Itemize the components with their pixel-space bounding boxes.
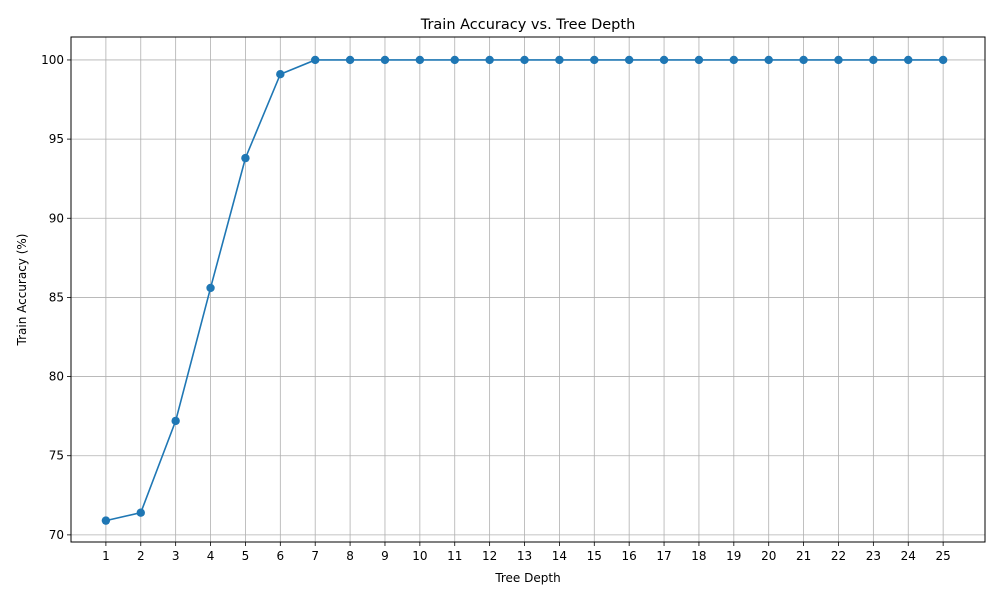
data-point	[520, 55, 529, 65]
data-point	[450, 55, 459, 65]
data-point	[834, 55, 843, 65]
x-tick-label: 2	[137, 549, 145, 563]
data-point	[415, 55, 425, 65]
data-point	[485, 55, 494, 65]
x-tick-label: 9	[381, 549, 389, 563]
data-point	[310, 55, 320, 65]
x-tick-label: 24	[901, 549, 916, 563]
y-axis-label: Train Accuracy (%)	[15, 234, 29, 347]
data-point	[380, 55, 390, 65]
y-tick-label: 85	[49, 290, 64, 304]
x-tick-label: 15	[587, 549, 602, 563]
x-tick-label: 20	[761, 549, 776, 563]
chart-title: Train Accuracy vs. Tree Depth	[420, 17, 636, 33]
data-point	[659, 55, 669, 65]
y-axis-ticks: 70 75 80 85 90 95 100	[41, 53, 71, 542]
data-point	[241, 153, 250, 163]
x-tick-label: 14	[552, 549, 567, 563]
data-point	[590, 55, 599, 65]
y-tick-label: 90	[49, 211, 64, 225]
y-tick-label: 95	[49, 132, 64, 146]
x-axis-label: Tree Depth	[494, 571, 560, 585]
x-tick-label: 11	[447, 549, 462, 563]
x-axis-ticks: 1 2 3 4 5 6 7 8 9 10 11 12 13 14 15 16 17 18 19 20 21 22 23 24 2…	[102, 542, 951, 563]
x-tick-label: 7	[311, 549, 319, 563]
data-point	[764, 55, 773, 65]
data-point	[171, 416, 180, 426]
data-point	[555, 55, 564, 65]
y-tick-label: 100	[41, 53, 64, 67]
x-tick-label: 21	[796, 549, 811, 563]
grid	[71, 37, 985, 542]
data-point	[799, 55, 808, 65]
data-point	[694, 55, 704, 65]
y-tick-label: 75	[49, 449, 64, 463]
x-tick-label: 25	[935, 549, 950, 563]
data-point	[938, 55, 948, 65]
x-tick-label: 17	[656, 549, 671, 563]
series-markers	[101, 55, 948, 525]
x-tick-label: 5	[242, 549, 250, 563]
x-tick-label: 10	[412, 549, 427, 563]
plot-area-frame	[70, 36, 986, 543]
data-point	[904, 55, 913, 65]
data-point	[869, 55, 878, 65]
data-point	[624, 55, 634, 65]
x-tick-label: 23	[866, 549, 881, 563]
data-point	[729, 55, 739, 65]
y-tick-label: 80	[49, 370, 64, 384]
x-tick-label: 1	[102, 549, 110, 563]
x-tick-label: 16	[622, 549, 637, 563]
x-tick-label: 3	[172, 549, 180, 563]
data-point	[206, 283, 215, 293]
data-point	[276, 70, 285, 79]
data-point	[101, 516, 111, 525]
x-tick-label: 6	[276, 549, 284, 563]
x-tick-label: 18	[691, 549, 706, 563]
x-tick-label: 19	[726, 549, 741, 563]
x-tick-label: 22	[831, 549, 846, 563]
x-tick-label: 8	[346, 549, 354, 563]
data-point	[345, 55, 355, 65]
x-tick-label: 4	[207, 549, 215, 563]
x-tick-label: 12	[482, 549, 497, 563]
y-tick-label: 70	[49, 528, 64, 542]
data-point	[136, 508, 145, 517]
x-tick-label: 13	[517, 549, 532, 563]
